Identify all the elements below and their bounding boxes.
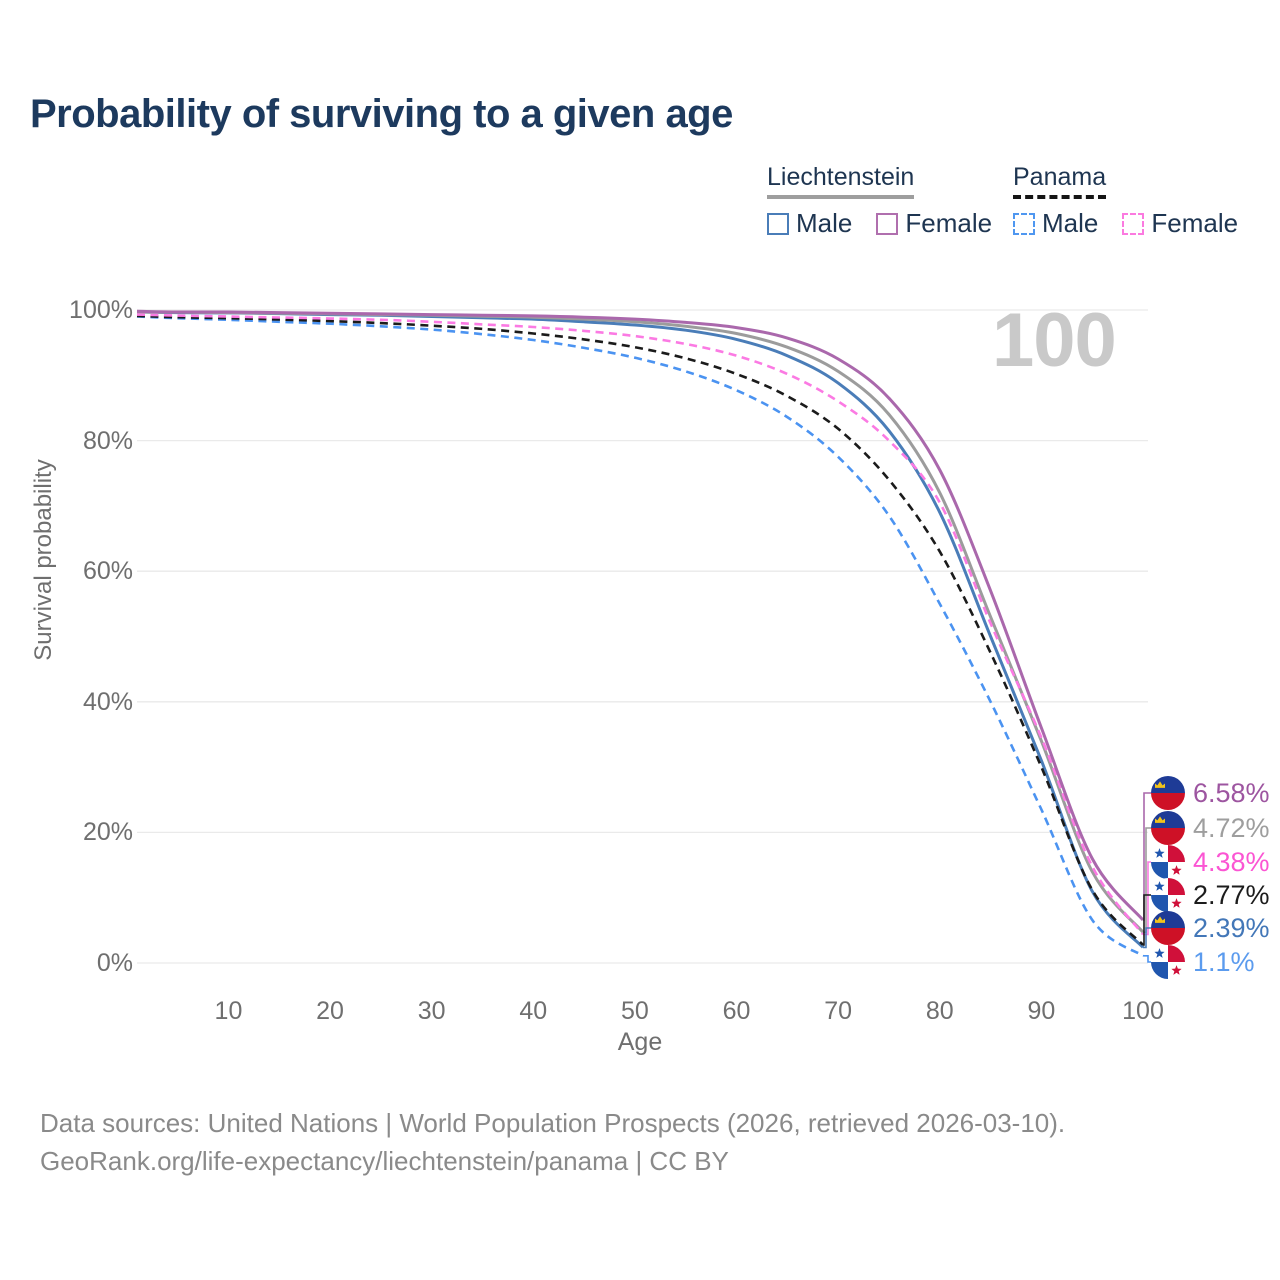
legend-item-panama-male[interactable]: Male	[1013, 208, 1098, 239]
x-tick-30: 30	[417, 997, 446, 1025]
panama-flag-icon	[1151, 945, 1185, 979]
end-value-text: 2.77%	[1193, 879, 1270, 910]
y-tick-20: 20%	[82, 818, 133, 847]
y-tick-60: 60%	[82, 557, 133, 586]
y-tick-0: 0%	[96, 949, 133, 977]
x-tick-70: 70	[824, 997, 853, 1025]
x-tick-100: 100	[1122, 997, 1164, 1025]
chart-title: Probability of surviving to a given age	[30, 92, 733, 136]
end-value-text: 4.38%	[1193, 846, 1270, 877]
curve-pan_female	[136, 313, 1145, 936]
y-tick-40: 40%	[82, 687, 133, 716]
end-label-lie_male: 2.39%	[1149, 909, 1270, 947]
panama-flag-icon	[1151, 878, 1185, 912]
liechtenstein-flag-icon	[1151, 776, 1185, 810]
curve-pan_total	[136, 314, 1144, 946]
end-label-connector	[1143, 955, 1151, 963]
curve-pan_male	[136, 315, 1144, 957]
y-tick-80: 80%	[82, 426, 133, 455]
curve-lie_male	[136, 310, 1145, 949]
legend-item-liechtenstein-female[interactable]: Female	[876, 208, 992, 239]
panama-male-swatch-icon	[1013, 212, 1035, 235]
y-tick-100: 100%	[69, 296, 133, 324]
x-tick-50: 50	[621, 997, 649, 1025]
footer-sources: Data sources: United Nations | World Pop…	[40, 1108, 1066, 1138]
end-value-text: 4.72%	[1193, 812, 1270, 843]
panama-flag-icon	[1151, 845, 1185, 879]
end-value-text: 6.58%	[1193, 777, 1270, 808]
end-label-connector	[1143, 894, 1151, 946]
end-label-connector	[1143, 927, 1151, 949]
liechtenstein-flag-icon	[1151, 811, 1185, 845]
footer-attribution: GeoRank.org/life-expectancy/liechtenstei…	[40, 1146, 729, 1176]
x-axis-title: Age	[617, 1028, 663, 1056]
x-tick-60: 60	[722, 997, 751, 1025]
x-tick-10: 10	[214, 997, 243, 1025]
liechtenstein-male-swatch-icon	[767, 212, 789, 235]
end-label-lie_total: 4.72%	[1149, 809, 1270, 847]
legend-item-liechtenstein-male[interactable]: Male	[767, 208, 852, 239]
age-watermark: 100	[992, 298, 1117, 383]
x-tick-40: 40	[519, 997, 548, 1025]
x-tick-20: 20	[316, 997, 344, 1025]
legend-label: Female	[1151, 208, 1239, 238]
legend-label: Female	[905, 208, 993, 238]
legend-label: Male	[1042, 208, 1099, 238]
x-tick-90: 90	[1027, 997, 1056, 1025]
legend-country-liechtenstein: Liechtenstein	[767, 163, 915, 199]
y-axis-title: Survival probability	[30, 459, 57, 661]
end-label-pan_total: 2.77%	[1149, 876, 1270, 914]
liechtenstein-flag-icon	[1151, 911, 1185, 945]
end-value-text: 2.39%	[1193, 912, 1270, 943]
legend-group-liechtenstein: Liechtenstein Male Female	[767, 163, 992, 239]
end-label-pan_female: 4.38%	[1149, 843, 1270, 881]
end-label-pan_male: 1.1%	[1149, 943, 1255, 981]
legend-item-panama-female[interactable]: Female	[1122, 208, 1238, 239]
curve-lie_total	[136, 310, 1145, 934]
x-tick-80: 80	[925, 997, 954, 1025]
curve-lie_female	[136, 309, 1145, 921]
panama-female-swatch-icon	[1122, 212, 1145, 235]
legend-group-panama: Panama Male Female	[1013, 163, 1238, 239]
end-value-text: 1.1%	[1193, 946, 1255, 977]
legend-label: Male	[796, 208, 853, 238]
liechtenstein-female-swatch-icon	[876, 212, 899, 235]
end-label-lie_female: 6.58%	[1149, 774, 1270, 812]
legend-country-panama: Panama	[1013, 163, 1107, 199]
